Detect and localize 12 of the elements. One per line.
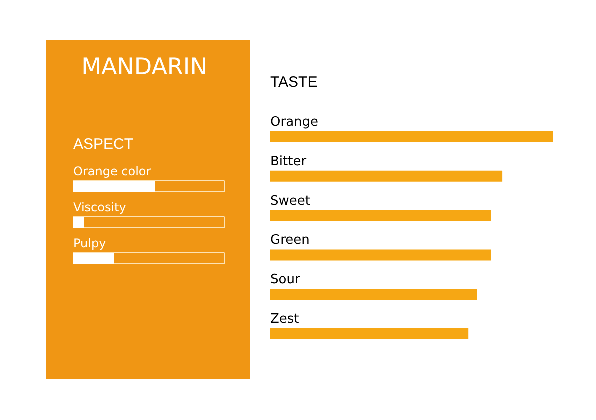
y-tick-label: Orange color	[74, 164, 152, 178]
y-tick-label: Zest	[270, 312, 300, 327]
chart-title: TASTE	[270, 74, 318, 91]
y-tick-label: Green	[270, 233, 310, 248]
y-tick-label: Orange	[270, 115, 319, 130]
y-tick-label: Sweet	[270, 194, 310, 209]
chart-subtitle: ASPECT	[74, 136, 134, 153]
chart-title: MANDARIN	[82, 54, 208, 80]
y-tick-label: Sour	[270, 272, 301, 288]
y-tick-label: Pulpy	[74, 236, 106, 250]
y-tick-label: Viscosity	[74, 200, 126, 214]
y-tick-label: Bitter	[270, 154, 308, 170]
